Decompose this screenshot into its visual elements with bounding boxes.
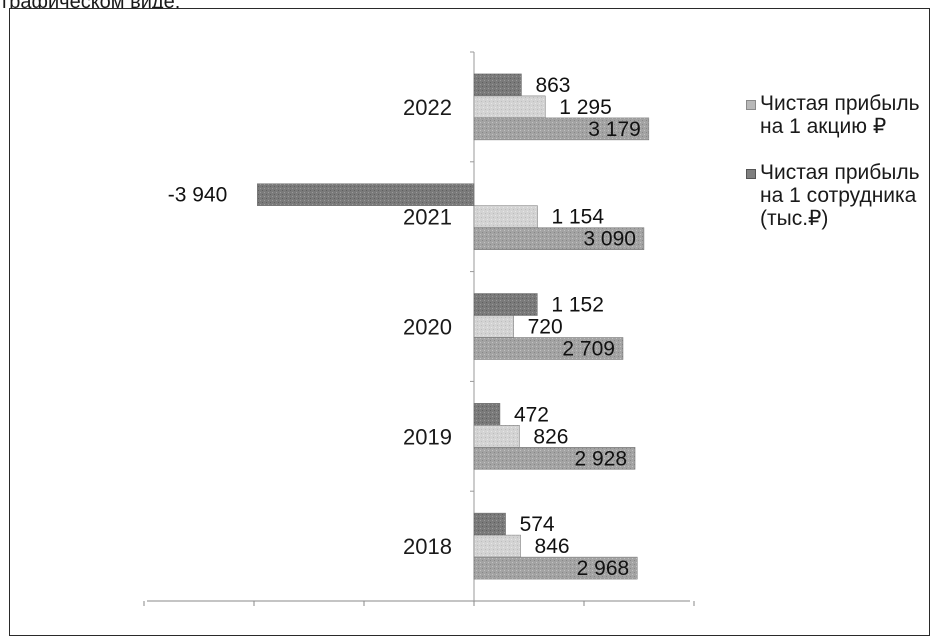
- bar-2021-series-2: [473, 227, 645, 250]
- data-label-2018-series-1: 846: [535, 535, 570, 558]
- legend-swatch-shares: [746, 100, 756, 110]
- bar-2019-series-0: [473, 403, 501, 426]
- category-label-2019: 2019: [403, 424, 452, 449]
- legend-label-employee: Чистая прибыль на 1 сотрудника (тыс.₽): [760, 161, 920, 230]
- data-label-2020-series-2: 2 709: [562, 338, 615, 361]
- data-label-2018-series-0: 574: [520, 513, 555, 536]
- data-label-2021-series-0: -3 940: [168, 184, 228, 207]
- data-label-2019-series-0: 472: [514, 403, 549, 426]
- data-label-2018-series-2: 2 968: [577, 557, 630, 580]
- data-label-2019-series-2: 2 928: [574, 447, 627, 470]
- bar-2018-series-0: [473, 512, 506, 536]
- bar-2020-series-2: [473, 337, 624, 360]
- data-label-2022-series-0: 863: [535, 74, 570, 97]
- bar-2021-series-0: [257, 183, 475, 206]
- chart-frame: [9, 8, 930, 636]
- bar-2020-series-1: [473, 315, 514, 338]
- bar-2019-series-2: [473, 447, 636, 470]
- bar-2021-series-1: [473, 205, 538, 228]
- bar-2019-series-1: [473, 425, 520, 448]
- bar-2022-series-2: [473, 117, 650, 141]
- data-label-2020-series-1: 720: [528, 316, 563, 339]
- category-label-2021: 2021: [403, 205, 452, 230]
- legend-item-shares: Чистая прибыль на 1 акцию ₽: [746, 92, 932, 138]
- data-label-2022-series-2: 3 179: [588, 118, 641, 141]
- chart-legend: Чистая прибыль на 1 акцию ₽ Чистая прибы…: [746, 92, 932, 253]
- legend-swatch-employee: [746, 169, 756, 179]
- bar-2022-series-1: [473, 95, 546, 119]
- data-label-2021-series-1: 1 154: [551, 206, 604, 229]
- legend-label-shares: Чистая прибыль на 1 акцию ₽: [760, 92, 920, 138]
- bar-2020-series-0: [473, 293, 538, 316]
- bar-2018-series-1: [473, 534, 521, 558]
- category-label-2018: 2018: [403, 534, 452, 559]
- data-label-2022-series-1: 1 295: [559, 96, 612, 119]
- legend-item-employee: Чистая прибыль на 1 сотрудника (тыс.₽): [746, 161, 932, 230]
- data-label-2020-series-0: 1 152: [551, 294, 604, 317]
- category-label-2022: 2022: [403, 95, 452, 120]
- bar-2018-series-2: [473, 556, 638, 580]
- category-label-2020: 2020: [403, 315, 452, 340]
- data-label-2019-series-1: 826: [533, 425, 568, 448]
- bar-2022-series-0: [473, 73, 522, 97]
- data-label-2021-series-2: 3 090: [583, 228, 636, 251]
